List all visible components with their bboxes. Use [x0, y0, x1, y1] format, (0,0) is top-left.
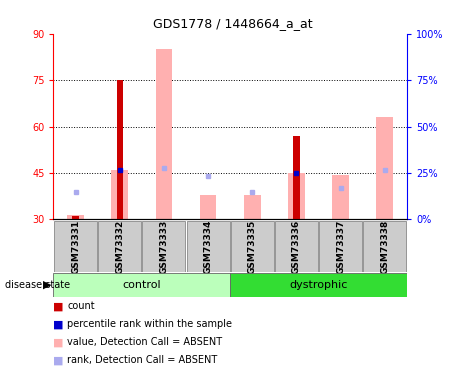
Bar: [376, 117, 393, 219]
Text: GSM73334: GSM73334: [204, 219, 213, 274]
Bar: [54, 221, 97, 272]
Text: GSM73338: GSM73338: [380, 219, 389, 274]
Bar: [319, 221, 362, 272]
Bar: [186, 221, 230, 272]
Text: GSM73337: GSM73337: [336, 219, 345, 274]
Text: GSM73333: GSM73333: [159, 219, 168, 274]
Text: rank, Detection Call = ABSENT: rank, Detection Call = ABSENT: [67, 356, 218, 365]
Text: GSM73336: GSM73336: [292, 219, 301, 274]
Text: control: control: [122, 280, 161, 290]
Bar: [111, 170, 128, 219]
Bar: [142, 221, 186, 272]
Bar: [53, 273, 230, 297]
Text: ■: ■: [53, 320, 64, 329]
Bar: [117, 80, 123, 219]
Bar: [244, 195, 261, 219]
Bar: [332, 174, 349, 219]
Text: ■: ■: [53, 356, 64, 365]
Bar: [293, 136, 299, 219]
Text: ▶: ▶: [43, 280, 52, 290]
Bar: [98, 221, 141, 272]
Text: GDS1778 / 1448664_a_at: GDS1778 / 1448664_a_at: [153, 17, 312, 30]
Text: GSM73332: GSM73332: [115, 219, 124, 274]
Bar: [230, 273, 407, 297]
Text: ■: ■: [53, 302, 64, 311]
Bar: [155, 49, 173, 219]
Text: dystrophic: dystrophic: [289, 280, 348, 290]
Bar: [199, 195, 217, 219]
Bar: [67, 215, 84, 219]
Bar: [73, 216, 79, 219]
Bar: [231, 221, 274, 272]
Text: disease state: disease state: [5, 280, 70, 290]
Text: percentile rank within the sample: percentile rank within the sample: [67, 320, 232, 329]
Text: value, Detection Call = ABSENT: value, Detection Call = ABSENT: [67, 338, 223, 347]
Bar: [288, 173, 305, 219]
Text: count: count: [67, 302, 95, 311]
Bar: [363, 221, 406, 272]
Text: ■: ■: [53, 338, 64, 347]
Bar: [275, 221, 318, 272]
Text: GSM73331: GSM73331: [71, 219, 80, 274]
Text: GSM73335: GSM73335: [248, 219, 257, 274]
